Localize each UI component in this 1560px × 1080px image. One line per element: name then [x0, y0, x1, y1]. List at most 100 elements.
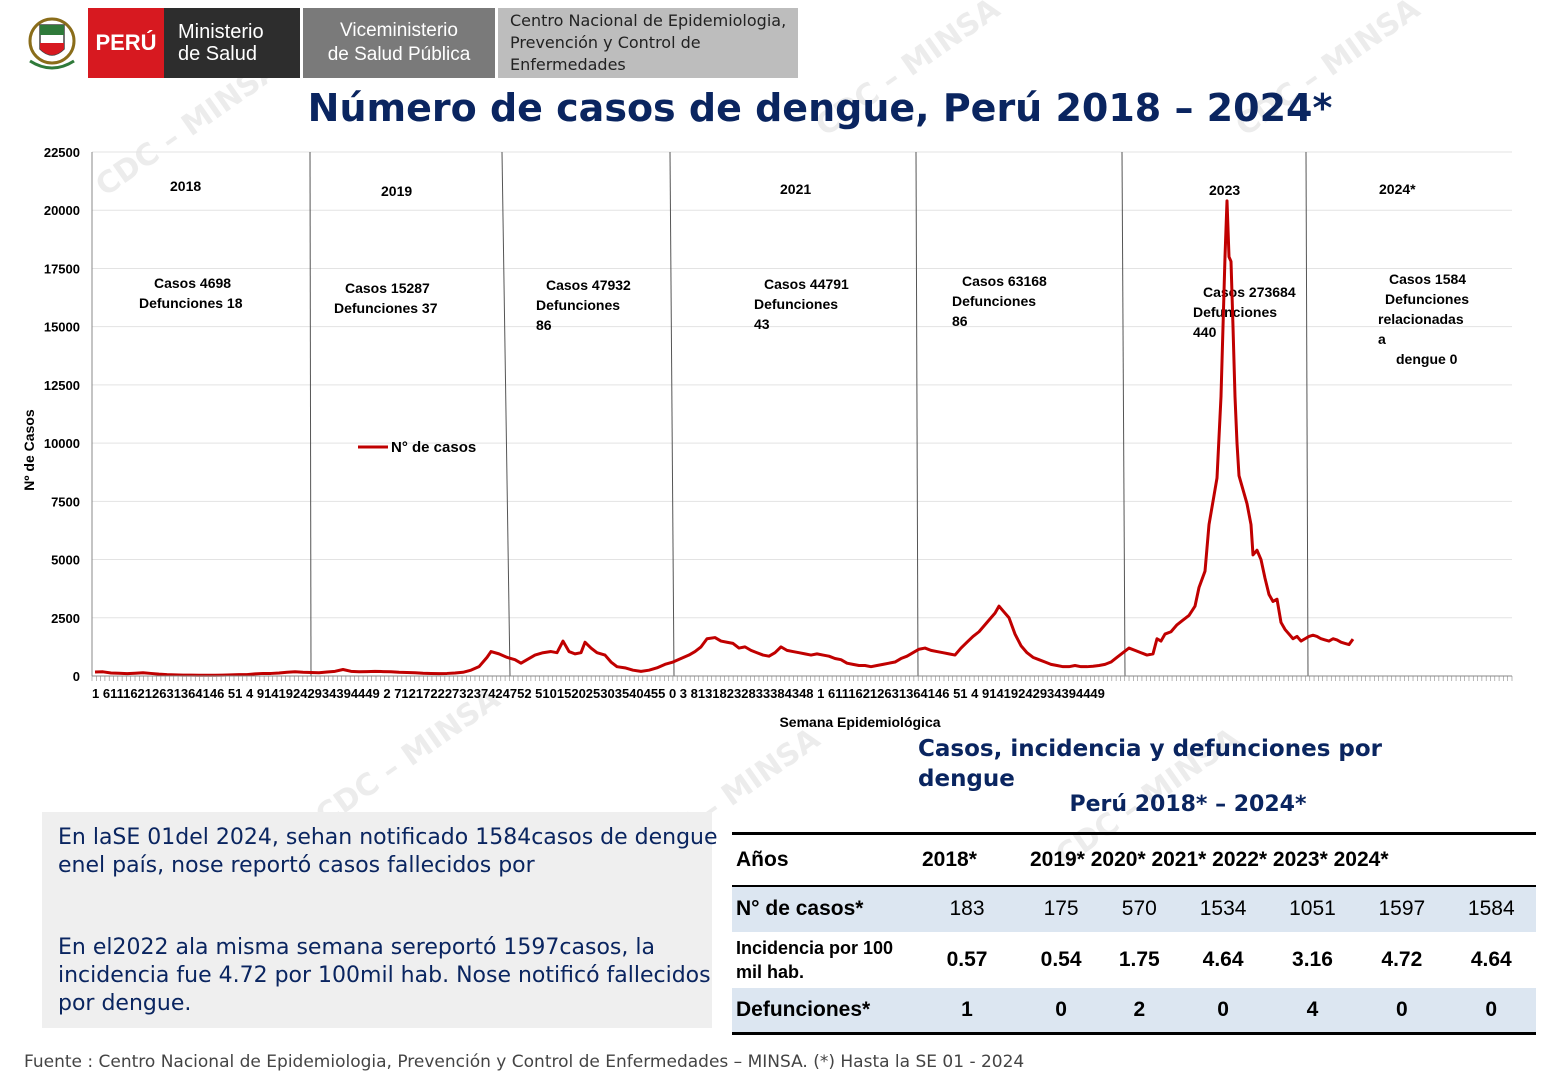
annotation-casos: Casos 4698 [154, 275, 231, 291]
year-divider [1121, 151, 1126, 677]
cell: 0.54 [1040, 947, 1082, 971]
peru-coat-of-arms-icon [20, 8, 84, 80]
year-annotations: 2018 Casos 4698 Defunciones 18 2019 Casos 15… [139, 178, 1469, 367]
year-label: 2023 [1209, 182, 1240, 198]
table-header-row: Años 2018* 2019* 2020* 2021* 2022* 2023*… [732, 833, 1536, 887]
year-label: 2021 [780, 181, 811, 197]
cell: 3.16 [1292, 947, 1333, 971]
annotation-defunciones: a [1378, 331, 1386, 347]
cell: 0.57 [946, 947, 988, 971]
annotation-casos: Casos 63168 [962, 273, 1047, 289]
header-banner: PERÚ Ministerio de Salud Viceministerio … [20, 8, 798, 80]
annotation-defunciones: Defunciones [1385, 291, 1469, 307]
note-paragraph-1: En laSE 01del 2024, sehan notificado 158… [58, 825, 718, 878]
cell: 0 [1357, 987, 1447, 1034]
header-years-rest: 2019* 2020* 2021* 2022* 2023* 2024* [1022, 833, 1536, 887]
y-tick-label: 20000 [44, 203, 80, 218]
y-axis-title: Nº de Casos [21, 409, 37, 491]
x-axis-title: Semana Epidemiológica [779, 714, 940, 730]
year-divider [501, 151, 511, 677]
y-tick-label: 10000 [44, 436, 80, 451]
cell: 4.64 [1202, 947, 1244, 971]
vicemin-line2: de Salud Pública [327, 44, 471, 65]
year-dividers [309, 151, 1309, 677]
cell: 4.72 [1381, 947, 1423, 971]
row-label: N° de casos* [732, 885, 912, 932]
y-tick-label: 7500 [51, 494, 80, 509]
header-label: Años [732, 833, 912, 887]
header-year-first: 2018* [912, 833, 1022, 887]
annotation-defunciones: Defunciones [754, 296, 838, 312]
annotation-casos: Casos 273684 [1203, 284, 1296, 300]
source-footer: Fuente : Centro Nacional de Epidemiologi… [24, 1052, 1025, 1072]
year-divider [1305, 151, 1309, 677]
table-subtitle: Perú 2018* – 2024* [1069, 792, 1307, 817]
year-divider [669, 151, 675, 677]
annotation-defunciones: Defunciones 37 [334, 300, 438, 316]
y-tick-label: 0 [73, 669, 80, 684]
note-paragraph-2: En el2022 ala misma semana sereportó 159… [58, 935, 711, 1016]
annotation-casos: Casos 15287 [345, 280, 430, 296]
center-line3: Enfermedades [510, 55, 626, 74]
year-label: 2019 [381, 183, 412, 199]
x-axis [91, 152, 1513, 681]
y-tick-label: 2500 [51, 611, 80, 626]
ministerio-line2: de Salud [178, 43, 257, 65]
cell: 570 [1100, 885, 1179, 932]
cell: 1 [912, 987, 1022, 1034]
year-divider [309, 151, 312, 677]
annotation-casos: Casos 1584 [1389, 271, 1466, 287]
annotation-defunciones: Defunciones 18 [139, 295, 243, 311]
table-title: Casos, incidencia y defunciones por deng… [918, 736, 1382, 792]
vicemin-line1: Viceministerio [340, 20, 458, 41]
chart-grid [92, 151, 1512, 677]
cell: 183 [912, 885, 1022, 932]
series-line-n-casos [94, 199, 1355, 677]
viceministerio-label: Viceministerio de Salud Pública [303, 8, 495, 78]
table-row-casos: N° de casos* 183 175 570 1534 1051 1597 … [732, 885, 1536, 932]
y-tick-label: 5000 [51, 553, 80, 568]
y-tick-label: 15000 [44, 320, 80, 335]
annotation-defunciones: Defunciones [536, 297, 620, 313]
y-tick-label: 22500 [44, 145, 80, 160]
row-label: Incidencia por 100 mil hab. [736, 937, 894, 982]
annotation-casos: Casos 47932 [546, 277, 631, 293]
annotation-defunciones: relacionadas [1378, 311, 1464, 327]
cell: 1051 [1267, 885, 1358, 932]
center-line1: Centro Nacional de Epidemiologia, [510, 11, 787, 30]
cell: 0 [1022, 987, 1101, 1034]
cell: 1584 [1446, 885, 1536, 932]
ministerio-salud-label: Ministerio de Salud [164, 8, 300, 78]
cell: 4 [1267, 987, 1358, 1034]
cell: 2 [1100, 987, 1179, 1034]
y-tick-label: 12500 [44, 378, 80, 393]
summary-table: Años 2018* 2019* 2020* 2021* 2022* 2023*… [732, 832, 1536, 1035]
annotation-defunciones: 440 [1193, 324, 1217, 340]
cell: 1.75 [1118, 947, 1160, 971]
summary-note-box: En laSE 01del 2024, sehan notificado 158… [42, 812, 718, 1028]
annotation-defunciones: 86 [536, 317, 552, 333]
cell: 0 [1446, 987, 1536, 1034]
annotation-defunciones: 86 [952, 313, 968, 329]
year-divider [915, 151, 919, 677]
legend: N° de casos [358, 439, 476, 456]
cell: 1534 [1178, 885, 1268, 932]
cell: 4.64 [1470, 947, 1512, 971]
y-axis-ticks: 0 2500 5000 7500 10000 12500 15000 17500 20000 22… [44, 145, 80, 684]
row-label: Defunciones* [732, 987, 912, 1034]
annotation-casos: Casos 44791 [764, 276, 849, 292]
dengue-line-chart: 0 2500 5000 7500 10000 12500 15000 17500 20000 22… [21, 145, 1513, 730]
year-label: 2024* [1379, 181, 1416, 197]
annotation-defunciones: Defunciones [1193, 304, 1277, 320]
peru-label: PERÚ [88, 8, 164, 78]
ministerio-line1: Ministerio [178, 21, 264, 43]
x-tick-labels: 1 61116212631364146 51 4 914192429343944… [92, 686, 1105, 701]
annotation-defunciones: dengue 0 [1396, 351, 1458, 367]
year-label: 2018 [170, 178, 201, 194]
table-row-defunciones: Defunciones* 1 0 2 0 4 0 0 [732, 987, 1536, 1034]
annotation-defunciones: 43 [754, 316, 770, 332]
cell: 0 [1178, 987, 1268, 1034]
cell: 1597 [1357, 885, 1447, 932]
annotation-defunciones: Defunciones [952, 293, 1036, 309]
legend-label: N° de casos [391, 439, 476, 456]
